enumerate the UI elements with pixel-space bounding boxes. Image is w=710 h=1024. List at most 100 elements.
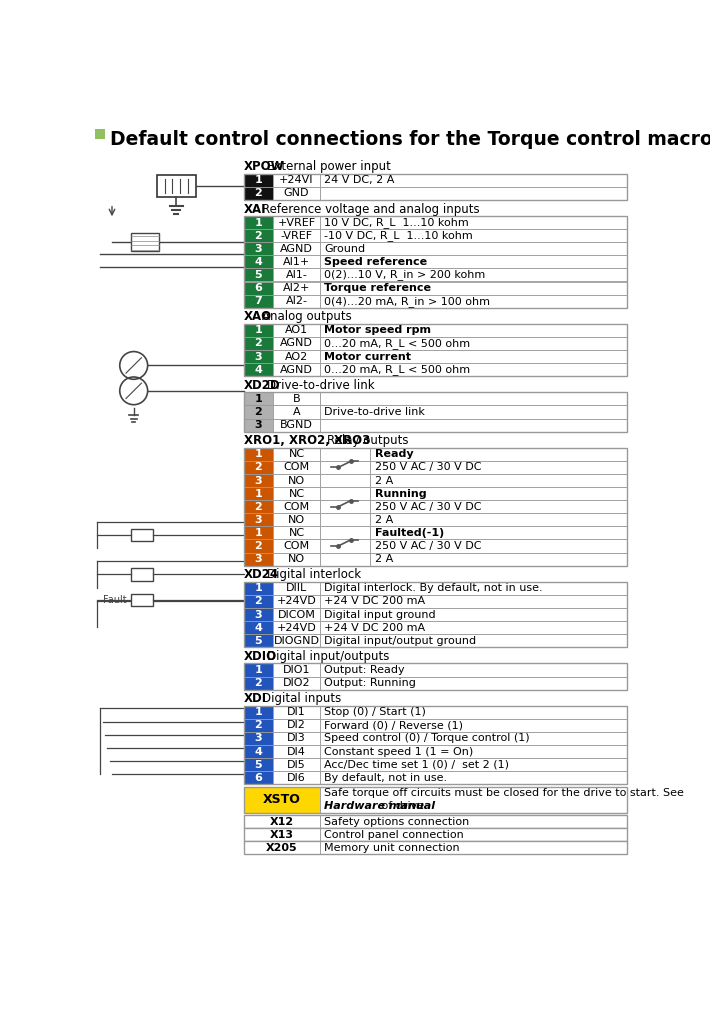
Text: 3: 3 <box>255 609 262 620</box>
Bar <box>320 295 628 307</box>
Bar <box>244 828 320 842</box>
Bar <box>244 324 628 376</box>
Bar <box>320 706 628 719</box>
Text: 3: 3 <box>255 420 262 430</box>
Text: Memory unit connection: Memory unit connection <box>324 843 460 853</box>
Bar <box>273 350 320 364</box>
Text: 0...20 mA, R_L < 500 ohm: 0...20 mA, R_L < 500 ohm <box>324 338 471 349</box>
Bar <box>320 582 628 595</box>
Text: Constant speed 1 (1 = On): Constant speed 1 (1 = On) <box>324 746 474 757</box>
Bar <box>320 243 628 255</box>
Bar <box>320 268 628 282</box>
Bar <box>244 216 273 229</box>
Bar <box>370 526 628 540</box>
Text: XDI: XDI <box>244 692 267 706</box>
Text: Safe torque off circuits must be closed for the drive to start. See: Safe torque off circuits must be closed … <box>324 788 684 798</box>
Bar <box>320 595 628 608</box>
Bar <box>244 268 273 282</box>
Bar <box>370 487 628 500</box>
Bar <box>244 622 273 634</box>
Bar <box>157 175 196 197</box>
Text: XD24: XD24 <box>244 568 279 582</box>
Text: 250 V AC / 30 V DC: 250 V AC / 30 V DC <box>375 502 481 512</box>
Text: X12: X12 <box>270 817 294 826</box>
Bar <box>244 500 273 513</box>
Text: Relay outputs: Relay outputs <box>327 434 409 447</box>
Bar <box>244 447 273 461</box>
Bar <box>244 582 273 595</box>
Bar <box>244 706 628 784</box>
Text: +24VI: +24VI <box>279 175 314 185</box>
Text: NC: NC <box>288 528 305 538</box>
Bar <box>131 529 153 542</box>
Bar <box>273 337 320 350</box>
Bar <box>320 677 628 689</box>
Bar <box>320 392 628 406</box>
Bar <box>244 786 320 813</box>
Text: XDIO: XDIO <box>244 650 277 663</box>
Text: 1: 1 <box>255 528 263 538</box>
Bar <box>244 706 273 719</box>
Text: XAI: XAI <box>244 203 266 216</box>
Text: Digital input ground: Digital input ground <box>324 609 436 620</box>
Text: 1: 1 <box>255 175 263 185</box>
Text: Motor speed rpm: Motor speed rpm <box>324 326 432 336</box>
Text: 3: 3 <box>255 475 262 485</box>
Bar <box>244 815 320 828</box>
Bar <box>244 461 273 474</box>
Text: 6: 6 <box>255 773 263 782</box>
Bar <box>244 608 273 622</box>
Bar <box>273 706 320 719</box>
Bar <box>273 268 320 282</box>
Text: Digital input/output ground: Digital input/output ground <box>324 636 476 646</box>
Bar <box>273 732 320 745</box>
Text: 2 A: 2 A <box>375 554 393 564</box>
Text: 5: 5 <box>255 636 262 646</box>
Text: 0(2)...10 V, R_in > 200 kohm: 0(2)...10 V, R_in > 200 kohm <box>324 269 486 281</box>
Bar <box>273 419 320 432</box>
Bar <box>244 295 273 307</box>
Text: 2: 2 <box>255 596 263 606</box>
Bar <box>244 553 273 565</box>
Bar <box>273 758 320 771</box>
Text: NO: NO <box>288 475 305 485</box>
Bar <box>244 540 273 553</box>
Text: 2: 2 <box>255 407 263 417</box>
Bar <box>320 608 628 622</box>
Bar <box>320 419 628 432</box>
Text: COM: COM <box>283 541 310 551</box>
Text: Speed reference: Speed reference <box>324 257 427 267</box>
Text: 5: 5 <box>255 760 262 770</box>
Text: DIO1: DIO1 <box>283 665 310 675</box>
Text: AI2-: AI2- <box>285 296 307 306</box>
Text: Running: Running <box>375 488 426 499</box>
Text: 10 V DC, R_L  1...10 kohm: 10 V DC, R_L 1...10 kohm <box>324 217 469 228</box>
Text: XPOW: XPOW <box>244 161 285 173</box>
Text: B: B <box>293 394 300 403</box>
Bar <box>370 540 628 553</box>
Text: NC: NC <box>288 488 305 499</box>
Bar <box>320 186 628 200</box>
Bar <box>244 392 273 406</box>
Text: XD2D: XD2D <box>244 379 280 392</box>
Text: 2: 2 <box>255 721 263 730</box>
Bar <box>273 634 320 647</box>
Bar <box>273 216 320 229</box>
Text: Drive-to-drive link: Drive-to-drive link <box>324 407 425 417</box>
Bar <box>273 771 320 784</box>
Bar <box>244 350 273 364</box>
Bar <box>273 719 320 732</box>
Text: Ready: Ready <box>375 450 413 460</box>
Text: DIIL: DIIL <box>286 584 307 593</box>
Text: Default control connections for the Torque control macro: Default control connections for the Torq… <box>111 130 710 150</box>
Bar <box>273 364 320 376</box>
Bar <box>273 664 320 677</box>
Bar <box>273 474 320 487</box>
Bar <box>273 447 320 461</box>
Text: AO2: AO2 <box>285 351 308 361</box>
Bar <box>273 526 320 540</box>
Bar <box>244 324 273 337</box>
Bar <box>370 500 628 513</box>
Bar <box>244 526 273 540</box>
Text: By default, not in use.: By default, not in use. <box>324 773 447 782</box>
